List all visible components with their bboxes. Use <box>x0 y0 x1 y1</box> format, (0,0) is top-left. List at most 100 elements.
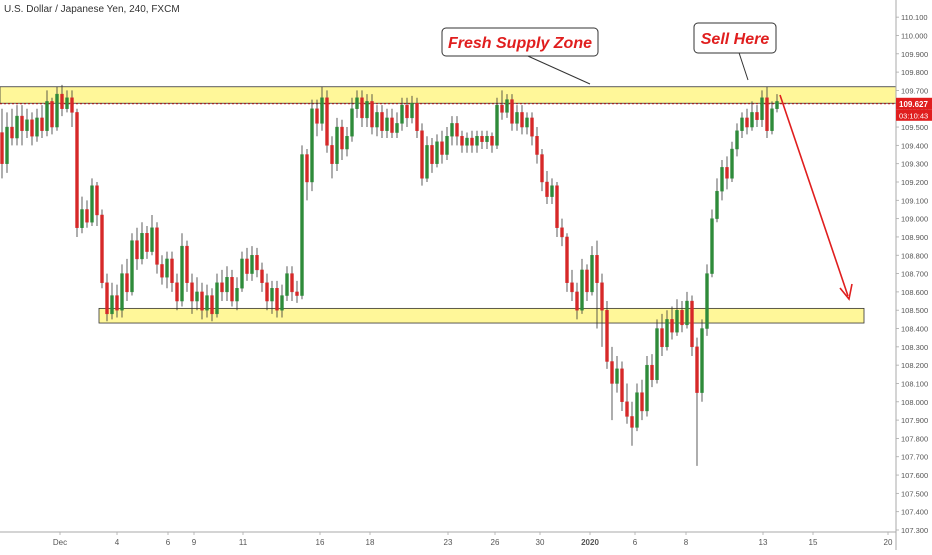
candle-body <box>340 126 344 150</box>
candle <box>335 117 339 172</box>
candle-body <box>580 269 584 311</box>
y-tick-label: 107.800 <box>901 434 928 443</box>
candle-body <box>720 167 724 192</box>
candle <box>235 277 239 311</box>
candle-body <box>370 101 374 128</box>
candle-body <box>140 233 144 260</box>
candle-body <box>740 117 744 131</box>
supply-callout-text: Fresh Supply Zone <box>448 35 592 52</box>
candle-body <box>530 117 534 137</box>
candle-body <box>350 108 354 137</box>
candle <box>80 196 84 234</box>
candle <box>570 269 574 302</box>
candle <box>660 313 664 356</box>
candle <box>110 282 114 320</box>
candle-body <box>265 282 269 302</box>
candle-body <box>705 273 709 329</box>
candle <box>480 130 484 150</box>
chart-title: U.S. Dollar / Japanese Yen, 240, FXCM <box>4 4 180 15</box>
candle-body <box>415 103 419 131</box>
candle-body <box>130 240 134 293</box>
candle <box>630 401 634 446</box>
y-tick-label: 108.300 <box>901 343 928 352</box>
candle-body <box>310 108 314 183</box>
candle-body <box>710 218 714 274</box>
candle-body <box>295 291 299 296</box>
y-tick-label: 108.600 <box>901 288 928 297</box>
candle-body <box>315 108 319 124</box>
candle-body <box>390 117 394 133</box>
candle <box>200 282 204 320</box>
candle <box>440 130 444 164</box>
candle-body <box>235 288 239 302</box>
candle <box>275 280 279 318</box>
price-tag-value: 109.627 <box>899 100 928 109</box>
candle-body <box>600 282 604 311</box>
y-tick-label: 108.700 <box>901 270 928 279</box>
candle-body <box>400 104 404 124</box>
candle-body <box>165 258 169 278</box>
candle-body <box>200 291 204 311</box>
x-tick-label: 23 <box>444 538 453 547</box>
candle <box>500 90 504 120</box>
candle-body <box>500 104 504 113</box>
candle <box>665 310 669 351</box>
candle <box>475 130 479 153</box>
candle <box>40 105 44 139</box>
candle-body <box>775 101 779 109</box>
candle <box>215 273 219 318</box>
candle-body <box>540 154 544 183</box>
candle <box>525 112 529 135</box>
x-tick-label: 8 <box>684 538 689 547</box>
candle-body <box>180 245 184 302</box>
candle <box>55 86 59 131</box>
candle-body <box>755 112 759 120</box>
candle-body <box>375 112 379 128</box>
candle <box>95 182 99 226</box>
candle-body <box>0 132 4 164</box>
candles-layer <box>0 84 779 466</box>
candle <box>745 108 749 135</box>
candle-body <box>35 117 39 137</box>
candle-body <box>730 148 734 179</box>
candle-body <box>80 209 84 228</box>
candle-body <box>385 117 389 131</box>
candle <box>370 94 374 135</box>
candle-body <box>565 236 569 283</box>
candle-body <box>270 288 274 302</box>
candle <box>165 251 169 289</box>
candle-body <box>520 112 524 128</box>
candle-body <box>215 282 219 315</box>
countdown-tag <box>896 109 932 121</box>
candle <box>550 178 554 204</box>
candle-body <box>95 185 99 216</box>
candle-body <box>335 126 339 164</box>
candle <box>485 130 489 150</box>
candle <box>225 266 229 302</box>
candle <box>555 182 559 237</box>
candle-body <box>430 145 434 164</box>
candle-body <box>280 295 284 311</box>
candle <box>590 246 594 296</box>
candle <box>430 138 434 173</box>
candle-body <box>50 101 54 128</box>
candle <box>770 101 774 135</box>
candle <box>245 247 249 281</box>
countdown-value: 03:10:43 <box>899 111 928 120</box>
supply-callout-box <box>441 27 599 57</box>
y-tick-label: 108.900 <box>901 233 928 242</box>
candle-body <box>680 310 684 326</box>
x-tick-label: 30 <box>536 538 545 547</box>
candle-body <box>450 123 454 137</box>
sell-arrow-line <box>779 94 849 297</box>
candle <box>420 123 424 186</box>
candle <box>75 108 79 237</box>
candle <box>375 105 379 137</box>
candle-body <box>10 126 14 139</box>
candle <box>60 84 64 117</box>
candle <box>515 105 519 131</box>
candle <box>695 337 699 466</box>
candle <box>250 246 254 281</box>
